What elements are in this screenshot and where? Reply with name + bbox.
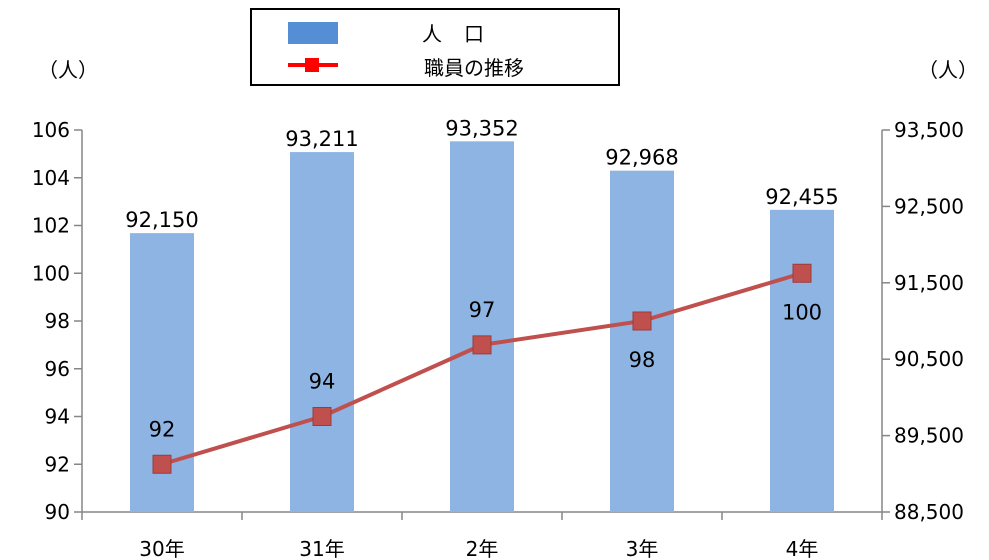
legend-line-label: 職員の推移 xyxy=(424,56,524,80)
bar xyxy=(770,209,834,512)
bars-group xyxy=(130,141,834,513)
bar-data-label: 92,968 xyxy=(605,146,678,170)
line-group xyxy=(152,263,812,474)
axes-group: 90 92 94 96 98 100 102 104 106 88,500 89,500 90,500… xyxy=(32,118,964,560)
left-tick-label: 94 xyxy=(45,405,70,429)
x-tick-label: 2年 xyxy=(466,537,499,560)
left-tick-label: 104 xyxy=(32,166,70,190)
x-tick-label: 4年 xyxy=(786,537,819,560)
left-axis-unit: （人） xyxy=(38,58,98,82)
labels-group: 92,150 93,211 93,352 92,968 92,455 92 94 97 98 10… xyxy=(125,116,838,441)
right-tick-label: 90,500 xyxy=(894,347,964,371)
legend-line-swatch xyxy=(288,58,338,72)
bar-data-label: 92,455 xyxy=(765,185,838,209)
line-data-label: 94 xyxy=(309,370,336,394)
left-tick-label: 90 xyxy=(45,500,70,524)
x-tick-label: 30年 xyxy=(139,537,184,560)
bar-data-label: 93,211 xyxy=(285,127,358,151)
right-tick-label: 91,500 xyxy=(894,271,964,295)
line-data-label: 100 xyxy=(782,300,822,324)
left-tick-label: 96 xyxy=(45,357,70,381)
bar-data-label: 92,150 xyxy=(125,208,198,232)
right-tick-label: 88,500 xyxy=(894,500,964,524)
left-tick-label: 92 xyxy=(45,452,70,476)
bar xyxy=(290,152,354,513)
bar-data-label: 93,352 xyxy=(445,116,518,140)
line-point xyxy=(152,454,172,474)
left-tick-label: 102 xyxy=(32,214,70,238)
line-point xyxy=(472,335,492,355)
line-point xyxy=(792,263,812,283)
right-tick-label: 93,500 xyxy=(894,118,964,142)
right-tick-label: 92,500 xyxy=(894,194,964,218)
right-tick-label: 89,500 xyxy=(894,424,964,448)
left-tick-label: 98 xyxy=(45,309,70,333)
right-axis-unit: （人） xyxy=(918,58,978,82)
legend-bar-label: 人 口 xyxy=(422,22,485,46)
left-tick-label: 100 xyxy=(32,261,70,285)
line-data-label: 92 xyxy=(149,417,176,441)
legend-bar-swatch xyxy=(288,22,338,44)
line-point xyxy=(312,407,332,426)
line-data-label: 98 xyxy=(629,348,656,372)
line-point xyxy=(632,311,652,331)
left-tick-label: 106 xyxy=(32,118,70,142)
bar xyxy=(610,170,674,512)
x-tick-label: 3年 xyxy=(626,537,659,560)
bar xyxy=(450,141,514,513)
legend: 人 口 職員の推移 xyxy=(250,8,620,86)
line-data-label: 97 xyxy=(469,298,496,322)
x-tick-label: 31年 xyxy=(299,537,344,560)
